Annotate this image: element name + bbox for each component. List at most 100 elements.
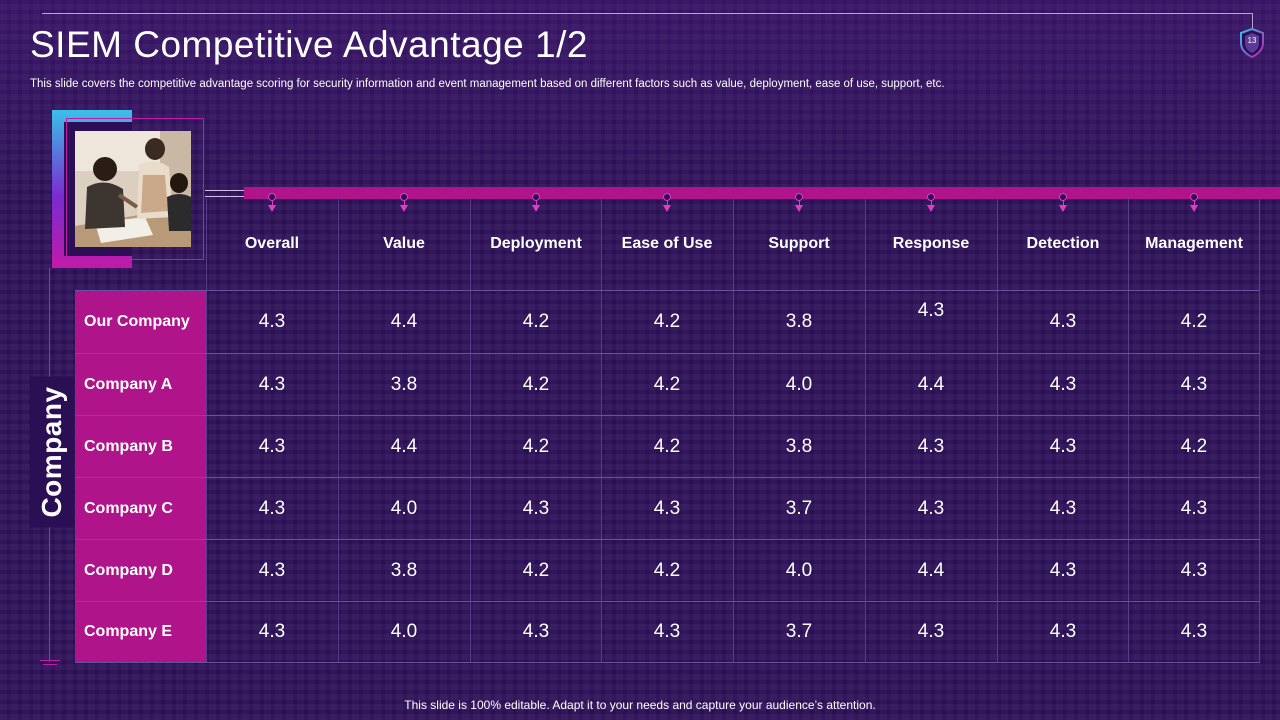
score-cell: 3.7 <box>785 621 813 642</box>
row-divider <box>75 353 1260 354</box>
score-cell: 4.4 <box>917 373 945 395</box>
score-cell: 4.2 <box>522 435 550 457</box>
score-cell: 4.2 <box>1180 435 1208 457</box>
row-label-company-b: Company B <box>75 416 206 477</box>
top-divider-line <box>42 13 1252 14</box>
slide-title: SIEM Competitive Advantage 1/2 <box>30 24 588 65</box>
column-divider <box>997 198 998 663</box>
row-label-company-d: Company D <box>75 540 206 601</box>
row-label-company-a: Company A <box>75 354 206 415</box>
score-cell: 4.3 <box>917 497 945 519</box>
score-cell: 4.0 <box>785 559 813 581</box>
footer-note: This slide is 100% editable. Adapt it to… <box>404 698 876 712</box>
top-divider-tick <box>1252 13 1253 29</box>
score-cell: 4.3 <box>258 497 286 519</box>
score-cell: 4.0 <box>785 373 813 395</box>
arrow-down-pin-icon <box>661 193 673 213</box>
score-cell: 4.2 <box>653 373 681 395</box>
score-cell: 4.3 <box>917 435 945 457</box>
score-cell: 4.3 <box>917 621 945 642</box>
score-cell: 4.3 <box>1180 621 1208 642</box>
score-cell: 4.2 <box>1180 311 1208 332</box>
arrow-down-pin-icon <box>1057 193 1069 213</box>
row-label-company-c: Company C <box>75 478 206 539</box>
score-cell: 4.3 <box>1049 435 1077 457</box>
row-divider <box>75 539 1260 540</box>
score-cell: 4.3 <box>917 300 945 321</box>
score-cell: 4.2 <box>653 435 681 457</box>
column-header-value: Value <box>383 235 425 252</box>
connector-lines <box>205 189 245 198</box>
score-cell: 4.3 <box>258 435 286 457</box>
score-cell: 4.3 <box>653 621 681 642</box>
row-divider <box>75 415 1260 416</box>
score-cell: 3.7 <box>785 497 813 519</box>
photo-frame-border <box>66 118 204 260</box>
column-divider <box>601 198 602 663</box>
score-cell: 4.3 <box>258 373 286 395</box>
row-divider <box>75 662 1260 663</box>
column-divider <box>338 198 339 663</box>
page-number-badge: 13 <box>1239 28 1265 58</box>
score-cell: 4.0 <box>390 621 418 642</box>
score-cell: 4.3 <box>1049 373 1077 395</box>
row-divider <box>75 477 1260 478</box>
row-divider <box>75 290 1260 291</box>
score-cell: 4.2 <box>653 311 681 332</box>
arrow-down-pin-icon <box>530 193 542 213</box>
column-header-response: Response <box>892 235 970 252</box>
arrow-down-pin-icon <box>793 193 805 213</box>
column-header-detection: Detection <box>1026 235 1100 252</box>
score-cell: 4.3 <box>1049 497 1077 519</box>
score-cell: 3.8 <box>785 311 813 332</box>
column-divider <box>865 198 866 663</box>
arrow-down-pin-icon <box>1188 193 1200 213</box>
column-header-overall: Overall <box>244 235 300 252</box>
slide-subtitle: This slide covers the competitive advant… <box>30 78 945 90</box>
column-header-deployment: Deployment <box>490 235 582 252</box>
row-label-company-e: Company E <box>75 602 206 662</box>
arrow-down-pin-icon <box>266 193 278 213</box>
score-cell: 4.3 <box>1049 311 1077 332</box>
row-axis-end-mark <box>40 660 60 668</box>
score-cell: 4.3 <box>522 497 550 519</box>
column-header-management: Management <box>1145 235 1243 252</box>
score-cell: 4.4 <box>390 435 418 457</box>
arrow-down-pin-icon <box>925 193 937 213</box>
score-cell: 4.2 <box>653 559 681 581</box>
shield-icon <box>1240 28 1264 58</box>
score-cell: 4.3 <box>1180 373 1208 395</box>
column-divider <box>733 198 734 663</box>
score-cell: 4.4 <box>917 559 945 581</box>
score-cell: 4.3 <box>1180 497 1208 519</box>
team-photo <box>75 131 191 247</box>
column-divider <box>470 198 471 663</box>
header-connector-bar <box>244 187 1280 199</box>
score-cell: 4.3 <box>258 559 286 581</box>
row-axis-label: Company <box>30 376 74 528</box>
row-label-our-company: Our Company <box>75 291 206 353</box>
score-cell: 4.3 <box>1180 559 1208 581</box>
page-number: 13 <box>1247 36 1257 45</box>
score-cell: 4.3 <box>1049 559 1077 581</box>
score-cell: 4.3 <box>1049 621 1077 642</box>
score-cell: 3.8 <box>785 435 813 457</box>
score-cell: 3.8 <box>390 373 418 395</box>
column-divider <box>1259 198 1260 663</box>
score-cell: 4.2 <box>522 373 550 395</box>
score-cell: 4.4 <box>390 311 418 332</box>
score-cell: 4.3 <box>653 497 681 519</box>
competitive-scoring-table: Overall Value Deployment Ease of Use Sup… <box>75 193 1260 663</box>
score-cell: 4.2 <box>522 559 550 581</box>
row-divider <box>75 601 1260 602</box>
score-cell: 4.3 <box>522 621 550 642</box>
column-divider <box>1128 198 1129 663</box>
score-cell: 4.2 <box>522 311 550 332</box>
column-header-ease-of-use: Ease of Use <box>621 235 713 252</box>
score-cell: 4.3 <box>258 621 286 642</box>
score-cell: 3.8 <box>390 559 418 581</box>
column-header-support: Support <box>768 235 830 252</box>
column-divider <box>206 198 207 663</box>
arrow-down-pin-icon <box>398 193 410 213</box>
